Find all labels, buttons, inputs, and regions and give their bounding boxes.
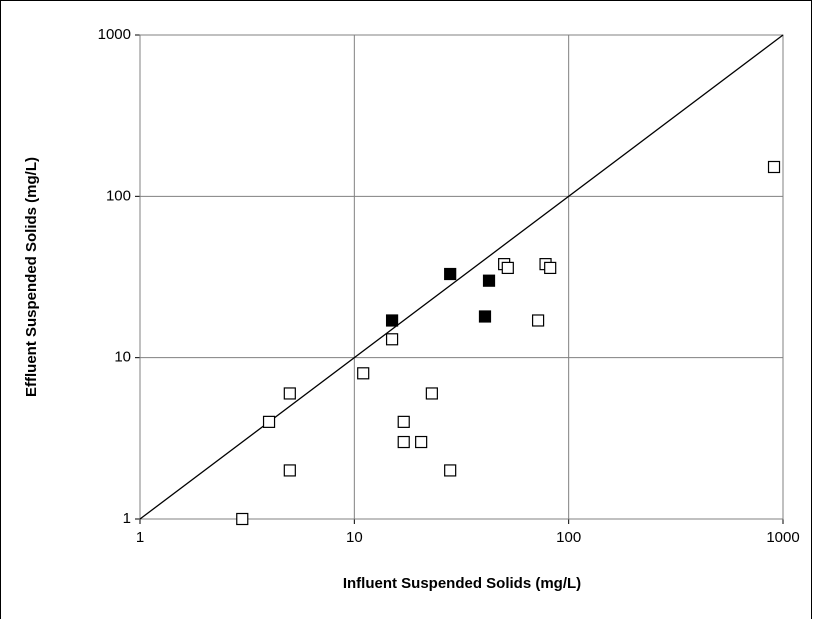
x-tick-label: 1000: [766, 529, 799, 546]
x-tick-label: 10: [346, 529, 363, 546]
point: [236, 512, 249, 526]
y-tick-label: 100: [106, 187, 131, 204]
point: [531, 314, 545, 327]
y-axis-title: Effluent Suspended Solids (mg/L): [23, 157, 40, 397]
point: [283, 464, 296, 477]
y-tick-label: 1: [123, 510, 131, 527]
plot-area: [139, 34, 784, 520]
point: [425, 387, 438, 400]
point: [478, 310, 492, 323]
point: [444, 267, 457, 281]
point: [444, 464, 457, 477]
x-tick-label: 100: [556, 529, 581, 546]
point: [415, 435, 428, 449]
point: [397, 435, 410, 449]
point: [262, 415, 276, 428]
point: [501, 261, 514, 275]
one-to-one-line: [139, 34, 784, 520]
point: [385, 314, 399, 327]
y-tick-label: 1000: [98, 26, 131, 43]
point: [482, 274, 496, 287]
point: [283, 387, 296, 400]
point: [767, 160, 781, 174]
point: [357, 367, 370, 380]
x-axis-title: Influent Suspended Solids (mg/L): [343, 575, 581, 592]
y-tick-label: 10: [114, 349, 131, 366]
point: [385, 333, 399, 346]
x-tick-label: 1: [136, 529, 144, 546]
point: [544, 261, 557, 275]
point: [397, 415, 410, 428]
